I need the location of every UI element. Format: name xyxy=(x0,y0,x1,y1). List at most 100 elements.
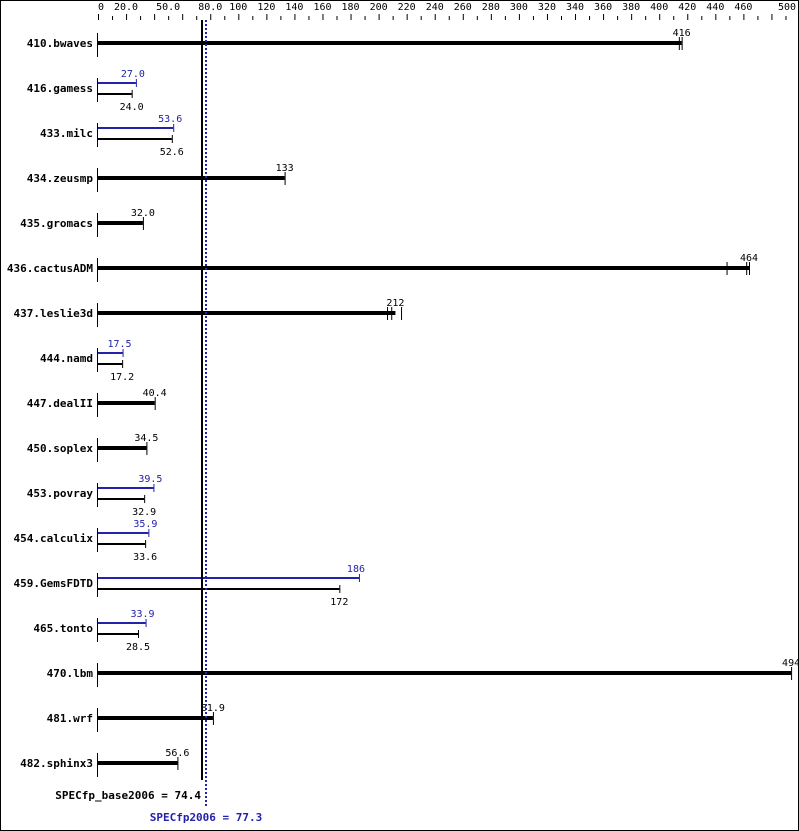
base-mean-line xyxy=(201,20,203,780)
base-bar xyxy=(98,498,145,500)
benchmark-row: 435.gromacs 32.0 xyxy=(20,208,155,237)
benchmark-label: 433.milc xyxy=(40,127,93,140)
benchmark-label: 465.tonto xyxy=(33,622,93,635)
x-tick-label: 220 xyxy=(398,2,416,13)
base-value-label: 464 xyxy=(740,253,758,264)
reference-lines: SPECfp_base2006 = 74.4 SPECfp2006 = 77.3 xyxy=(55,20,262,824)
peak-bar xyxy=(98,82,136,84)
base-bar xyxy=(98,363,123,365)
x-tick-label: 140 xyxy=(285,2,303,13)
x-tick-label: 460 xyxy=(734,2,752,13)
x-tick-label: 360 xyxy=(594,2,612,13)
base-value-label: 212 xyxy=(386,298,404,309)
benchmark-row: 450.soplex 34.5 xyxy=(27,433,158,462)
x-tick-label: 500 xyxy=(778,2,796,13)
benchmark-label: 410.bwaves xyxy=(27,37,93,50)
base-value-label: 56.6 xyxy=(165,748,189,759)
x-tick-label: 280 xyxy=(482,2,500,13)
benchmark-label: 470.lbm xyxy=(47,667,94,680)
base-value-label: 24.0 xyxy=(120,102,144,113)
benchmark-row: 447.dealII 40.4 xyxy=(27,388,167,417)
base-value-label: 81.9 xyxy=(201,703,225,714)
peak-value-label: 39.5 xyxy=(138,474,162,485)
base-mean-label: SPECfp_base2006 = 74.4 xyxy=(55,789,201,802)
bars: 410.bwaves 416 416.gamess 27.0 24.0 433.milc 5… xyxy=(7,28,799,777)
x-tick-label: 340 xyxy=(566,2,584,13)
x-tick-label: 300 xyxy=(510,2,528,13)
benchmark-row: 470.lbm 494 xyxy=(47,658,799,687)
base-bar xyxy=(98,176,285,180)
x-tick-label: 160 xyxy=(313,2,331,13)
base-bar xyxy=(98,588,340,590)
x-tick-label: 100 xyxy=(229,2,247,13)
base-value-label: 133 xyxy=(276,163,294,174)
benchmark-label: 481.wrf xyxy=(47,712,93,725)
x-tick-label: 180 xyxy=(342,2,360,13)
benchmark-row: 454.calculix 35.9 33.6 xyxy=(14,519,158,563)
base-bar xyxy=(98,761,178,765)
benchmark-label: 434.zeusmp xyxy=(27,172,94,185)
base-value-label: 40.4 xyxy=(143,388,167,399)
peak-value-label: 27.0 xyxy=(121,69,145,80)
x-tick-label: 0 xyxy=(98,2,104,13)
benchmark-label: 447.dealII xyxy=(27,397,93,410)
peak-value-label: 186 xyxy=(347,564,365,575)
benchmark-label: 453.povray xyxy=(27,487,94,500)
peak-value-label: 53.6 xyxy=(158,114,182,125)
base-bar xyxy=(98,543,146,545)
benchmark-row: 434.zeusmp 133 xyxy=(27,163,294,192)
base-value-label: 17.2 xyxy=(110,372,134,383)
benchmark-row: 465.tonto 33.9 28.5 xyxy=(33,609,154,653)
benchmark-label: 450.soplex xyxy=(27,442,94,455)
base-bar xyxy=(98,138,172,140)
benchmark-row: 444.namd 17.5 17.2 xyxy=(40,339,134,383)
base-bar xyxy=(98,401,155,405)
x-tick-label: 20.0 xyxy=(114,2,138,13)
base-value-label: 34.5 xyxy=(134,433,158,444)
base-bar xyxy=(98,671,792,675)
benchmark-label: 482.sphinx3 xyxy=(20,757,93,770)
x-tick-label: 240 xyxy=(426,2,444,13)
peak-bar xyxy=(98,532,149,534)
benchmark-label: 437.leslie3d xyxy=(14,307,93,320)
x-tick-label: 120 xyxy=(257,2,275,13)
x-tick-label: 200 xyxy=(370,2,388,13)
benchmark-row: 437.leslie3d 212 xyxy=(14,298,404,327)
base-bar xyxy=(98,93,132,95)
x-tick-label: 380 xyxy=(622,2,640,13)
x-tick-label: 80.0 xyxy=(198,2,222,13)
benchmark-label: 459.GemsFDTD xyxy=(14,577,94,590)
benchmark-label: 444.namd xyxy=(40,352,93,365)
benchmark-row: 459.GemsFDTD 186 172 xyxy=(14,564,365,608)
base-bar xyxy=(98,41,682,45)
base-bar xyxy=(98,311,396,315)
peak-value-label: 33.9 xyxy=(131,609,155,620)
base-bar xyxy=(98,633,138,635)
x-tick-label: 320 xyxy=(538,2,556,13)
x-axis: 0 20.0 50.0 80.0 100 120 140 160 180 200 220 240 260… xyxy=(98,2,799,20)
base-bar xyxy=(98,221,143,225)
benchmark-row: 436.cactusADM 464 xyxy=(7,253,758,282)
base-value-label: 32.0 xyxy=(131,208,155,219)
benchmark-row: 481.wrf 81.9 xyxy=(47,703,225,732)
peak-bar xyxy=(98,487,154,489)
base-value-label: 32.9 xyxy=(132,507,156,518)
x-tick-label: 50.0 xyxy=(156,2,180,13)
benchmark-label: 436.cactusADM xyxy=(7,262,93,275)
base-bar xyxy=(98,446,147,450)
benchmark-label: 454.calculix xyxy=(14,532,94,545)
peak-bar xyxy=(98,352,123,354)
benchmark-label: 416.gamess xyxy=(27,82,93,95)
peak-bar xyxy=(98,127,174,129)
peak-bar xyxy=(98,622,146,624)
base-bar xyxy=(98,716,213,720)
base-value-label: 494 xyxy=(782,658,799,669)
benchmark-row: 482.sphinx3 56.6 xyxy=(20,748,189,777)
benchmark-label: 435.gromacs xyxy=(20,217,93,230)
base-value-label: 52.6 xyxy=(160,147,184,158)
x-tick-label: 400 xyxy=(650,2,668,13)
x-tick-label: 440 xyxy=(706,2,724,13)
